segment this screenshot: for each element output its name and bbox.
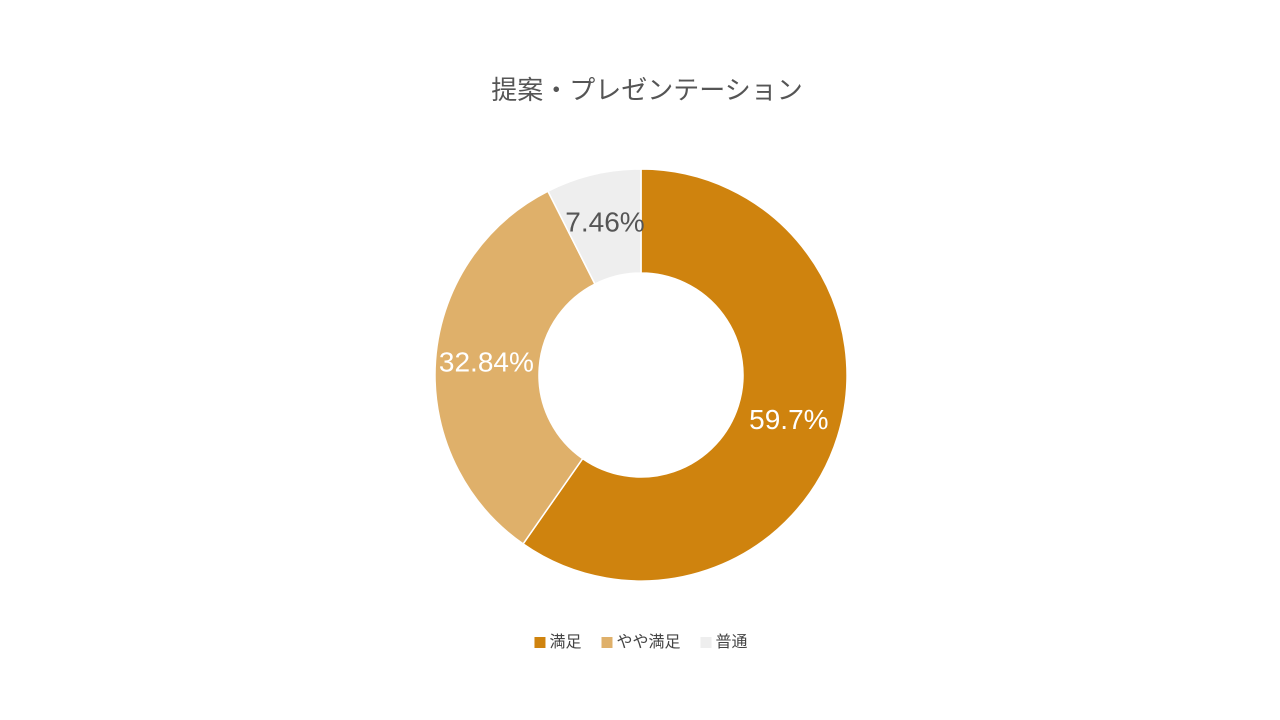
donut-slice bbox=[522, 168, 848, 582]
legend-label: 満足 bbox=[549, 633, 581, 651]
donut-slice bbox=[434, 190, 596, 545]
data-label: 32.84% bbox=[439, 346, 534, 377]
data-label: 59.7% bbox=[749, 404, 828, 435]
donut-slice bbox=[546, 168, 642, 286]
legend-swatch bbox=[534, 637, 546, 648]
legend-swatch bbox=[700, 637, 712, 648]
legend-swatch bbox=[601, 637, 613, 648]
chart-title: 提案・プレゼンテーション bbox=[491, 75, 802, 105]
legend-label: 普通 bbox=[716, 633, 748, 651]
data-label: 7.46% bbox=[565, 207, 644, 238]
legend-label: やや満足 bbox=[616, 633, 680, 651]
